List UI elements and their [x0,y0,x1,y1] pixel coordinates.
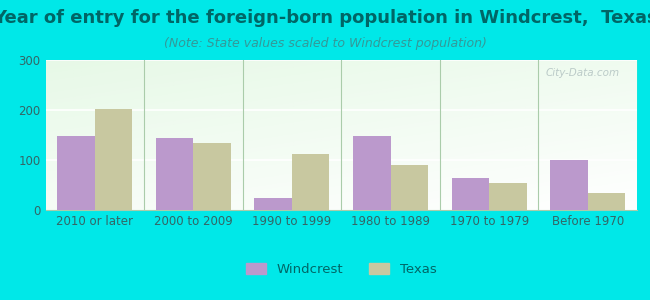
Bar [391,165,428,210]
Bar [292,154,330,210]
Bar [452,178,489,210]
Text: (Note: State values scaled to Windcrest population): (Note: State values scaled to Windcrest … [164,38,486,50]
Text: Year of entry for the foreign-born population in Windcrest,  Texas: Year of entry for the foreign-born popul… [0,9,650,27]
Bar [551,160,588,210]
Bar [353,136,391,210]
Bar [95,109,132,210]
Bar [57,136,95,210]
Bar [489,182,526,210]
Bar [588,193,625,210]
Legend: Windcrest, Texas: Windcrest, Texas [240,258,442,281]
Bar [156,137,194,210]
Bar [194,142,231,210]
Bar [255,197,292,210]
Text: City-Data.com: City-Data.com [545,68,619,77]
